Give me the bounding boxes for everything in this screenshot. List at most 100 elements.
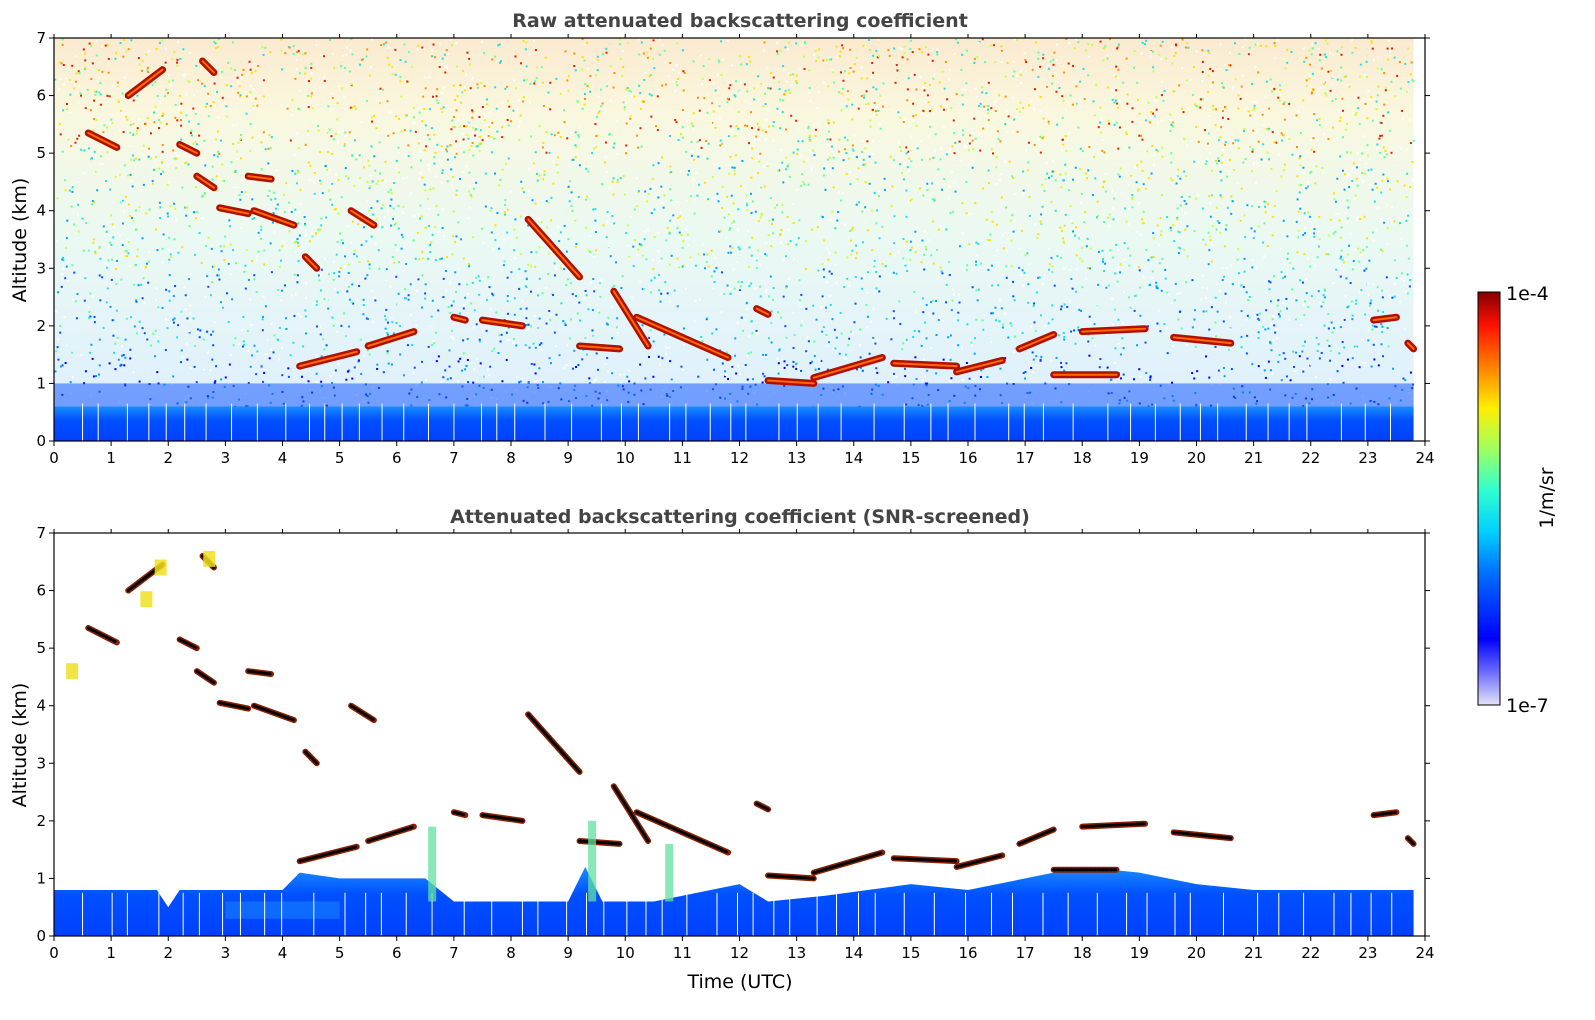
noise-speck — [461, 132, 464, 135]
noise-speck — [1050, 256, 1053, 259]
noise-speck — [1145, 39, 1148, 42]
noise-speck — [468, 185, 471, 188]
noise-speck — [374, 169, 377, 172]
noise-speck — [167, 181, 170, 184]
noise-speck — [826, 138, 829, 141]
noise-speck — [826, 59, 829, 62]
noise-speck — [813, 157, 816, 160]
noise-speck — [765, 119, 768, 122]
noise-speck — [698, 183, 701, 186]
noise-speck — [1289, 379, 1292, 382]
noise-speck — [829, 295, 832, 298]
noise-speck — [1125, 131, 1128, 134]
noise-speck — [1201, 98, 1204, 101]
noise-speck — [115, 259, 118, 262]
noise-speck — [771, 222, 774, 225]
noise-speck — [1314, 264, 1317, 267]
noise-speck — [756, 171, 759, 174]
noise-speck — [1265, 45, 1268, 48]
noise-speck — [1307, 301, 1310, 304]
noise-speck — [528, 53, 531, 56]
noise-speck — [351, 283, 354, 286]
noise-speck — [513, 249, 516, 252]
noise-speck — [1063, 303, 1066, 306]
noise-speck — [1333, 198, 1336, 201]
noise-speck — [762, 166, 765, 169]
noise-speck — [971, 286, 974, 289]
noise-speck — [635, 177, 638, 180]
noise-speck — [490, 207, 493, 210]
noise-speck — [91, 200, 94, 203]
noise-speck — [729, 155, 732, 158]
noise-speck — [1064, 109, 1067, 112]
noise-speck — [1009, 219, 1012, 222]
noise-speck — [273, 231, 276, 234]
noise-speck — [293, 273, 296, 276]
noise-speck — [1062, 99, 1065, 102]
noise-speck — [175, 166, 178, 169]
noise-speck — [249, 84, 252, 87]
noise-speck — [1383, 72, 1386, 75]
noise-speck — [703, 253, 706, 256]
noise-speck — [528, 102, 531, 105]
noise-speck — [180, 124, 183, 127]
noise-speck — [465, 125, 468, 128]
noise-speck — [294, 172, 297, 175]
noise-speck — [490, 231, 493, 234]
noise-speck — [61, 364, 64, 367]
noise-speck — [382, 203, 385, 206]
noise-speck — [407, 155, 410, 158]
noise-speck — [545, 131, 548, 134]
noise-speck — [427, 345, 430, 348]
noise-speck — [1294, 318, 1297, 321]
noise-speck — [239, 94, 242, 97]
noise-speck — [962, 133, 965, 136]
noise-speck — [1195, 163, 1198, 166]
noise-speck — [442, 277, 445, 280]
noise-speck — [436, 99, 439, 102]
noise-speck — [926, 312, 929, 315]
noise-speck — [70, 145, 73, 148]
noise-speck — [508, 105, 511, 108]
noise-speck — [585, 195, 588, 198]
noise-speck — [1250, 205, 1253, 208]
noise-speck — [1052, 170, 1055, 173]
noise-speck — [1201, 286, 1204, 289]
noise-speck — [1191, 372, 1194, 375]
noise-speck — [65, 237, 68, 240]
noise-speck — [742, 185, 745, 188]
noise-speck — [929, 158, 932, 161]
noise-speck — [851, 332, 854, 335]
noise-speck — [599, 88, 602, 91]
noise-speck — [555, 163, 558, 166]
noise-speck — [518, 287, 521, 290]
noise-speck — [306, 133, 309, 136]
noise-speck — [547, 155, 550, 158]
noise-speck — [1384, 89, 1387, 92]
noise-speck — [800, 324, 803, 327]
noise-speck — [385, 308, 388, 311]
noise-speck — [1216, 228, 1219, 231]
noise-speck — [61, 273, 64, 276]
noise-speck — [1257, 317, 1260, 320]
noise-speck — [1381, 179, 1384, 182]
noise-speck — [854, 244, 857, 247]
noise-speck — [331, 316, 334, 319]
noise-speck — [186, 317, 189, 320]
noise-speck — [977, 242, 980, 245]
noise-speck — [345, 54, 348, 57]
noise-speck — [955, 93, 958, 96]
noise-speck — [471, 110, 474, 113]
noise-speck — [114, 262, 117, 265]
noise-speck — [1136, 344, 1139, 347]
noise-speck — [1388, 39, 1391, 42]
noise-speck — [453, 99, 456, 102]
noise-speck — [994, 319, 997, 322]
noise-speck — [264, 181, 267, 184]
noise-speck — [314, 194, 317, 197]
noise-speck — [821, 216, 824, 219]
noise-speck — [1121, 337, 1124, 340]
noise-speck — [629, 109, 632, 112]
noise-speck — [1326, 339, 1329, 342]
noise-speck — [1153, 99, 1156, 102]
